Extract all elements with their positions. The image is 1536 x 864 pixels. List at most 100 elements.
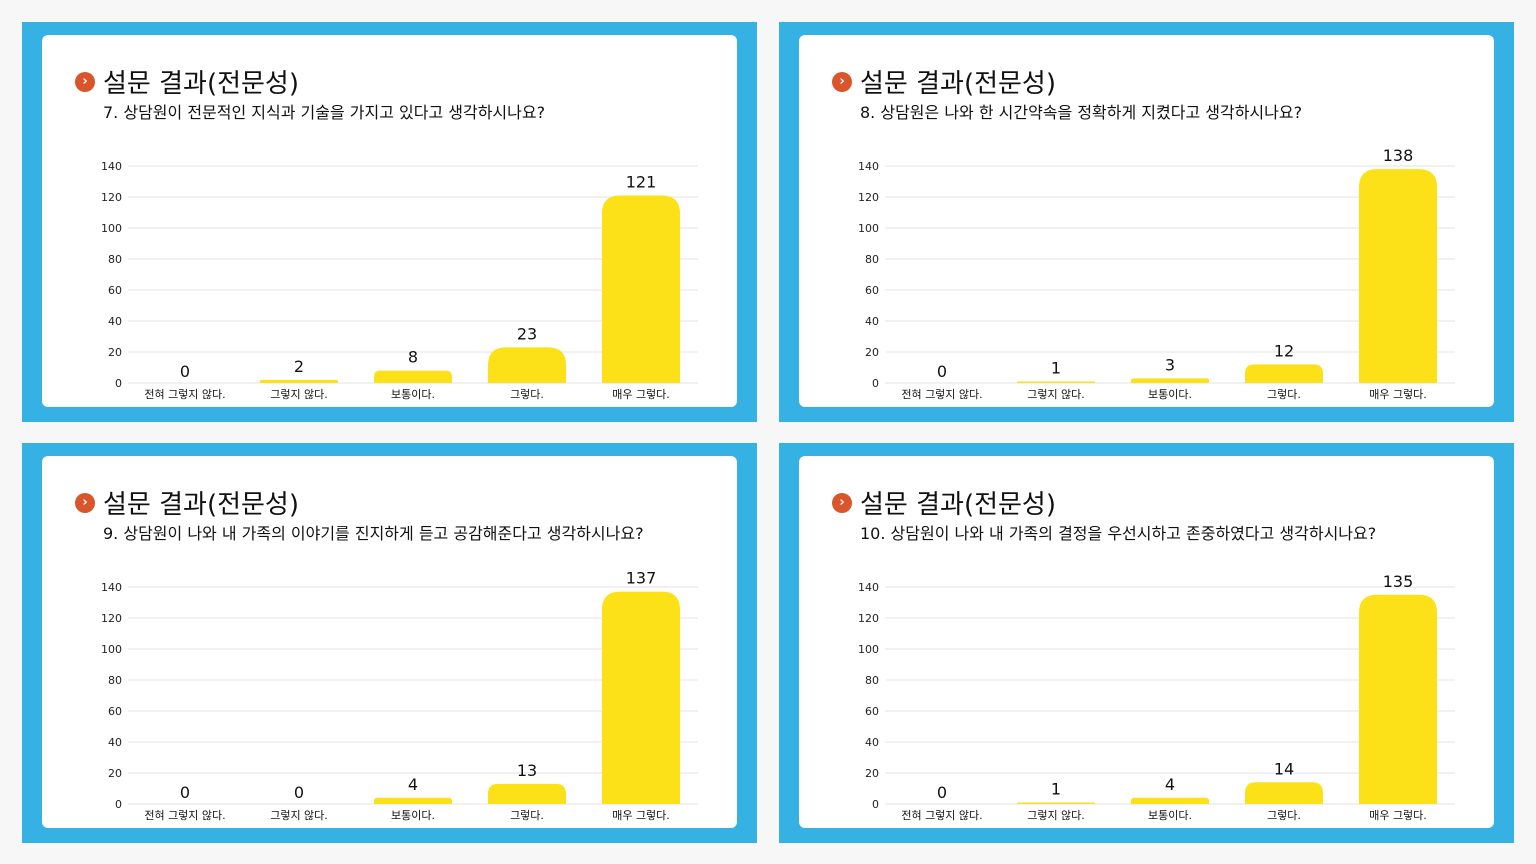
bar (1359, 169, 1437, 383)
category-label: 그렇지 않다. (1027, 809, 1085, 822)
survey-panel-q7: › 설문 결과(전문성) 7. 상담원이 전문적인 지식과 기술을 가지고 있다… (22, 22, 757, 422)
category-label: 매우 그렇다. (612, 809, 670, 822)
category-label: 그렇지 않다. (270, 388, 328, 401)
category-label: 보통이다. (391, 809, 435, 822)
category-label: 그렇다. (510, 809, 544, 822)
data-label: 137 (626, 569, 657, 588)
category-label: 그렇다. (1267, 809, 1301, 822)
y-tick-label: 140 (101, 160, 122, 173)
data-label: 1 (1051, 779, 1061, 798)
data-label: 1 (1051, 358, 1061, 377)
panel-card: › 설문 결과(전문성) 7. 상담원이 전문적인 지식과 기술을 가지고 있다… (42, 35, 737, 407)
y-tick-label: 40 (865, 736, 879, 749)
y-tick-label: 20 (865, 346, 879, 359)
category-label: 보통이다. (391, 388, 435, 401)
data-label: 23 (517, 324, 537, 343)
y-tick-label: 40 (865, 315, 879, 328)
bar-chart: 0 20 40 60 80 100 120 140 0 전혀 그렇지 않다. 2 그렇지 않다. 8 보통… (101, 160, 698, 401)
bar (1017, 802, 1095, 804)
y-tick-label: 60 (108, 705, 122, 718)
y-tick-label: 100 (101, 643, 122, 656)
panel-title: 설문 결과(전문성) (103, 490, 299, 520)
bar (1131, 378, 1209, 383)
y-tick-label: 0 (115, 798, 122, 811)
survey-panel-q10: › 설문 결과(전문성) 10. 상담원이 나와 내 가족의 결정을 우선시하고… (779, 443, 1514, 843)
y-tick-label: 20 (108, 767, 122, 780)
data-label: 138 (1383, 146, 1414, 165)
y-tick-label: 80 (108, 674, 122, 687)
y-tick-label: 100 (858, 643, 879, 656)
survey-question: 8. 상담원은 나와 한 시간약속을 정확하게 지켰다고 생각하시나요? (860, 103, 1303, 122)
data-label: 2 (294, 357, 304, 376)
y-tick-label: 120 (101, 612, 122, 625)
y-tick-label: 0 (115, 377, 122, 390)
bar (374, 370, 452, 383)
data-label: 135 (1383, 572, 1414, 591)
panel-header: › 설문 결과(전문성) (832, 484, 1056, 521)
category-label: 전혀 그렇지 않다. (144, 388, 225, 401)
y-tick-label: 20 (108, 346, 122, 359)
y-tick-label: 80 (108, 253, 122, 266)
y-tick-label: 100 (101, 222, 122, 235)
data-label: 12 (1274, 341, 1294, 360)
chevron-right-icon: › (832, 71, 852, 92)
y-tick-label: 40 (108, 315, 122, 328)
bar-chart: 0 20 40 60 80 100 120 140 0 전혀 그렇지 않다. 0 그렇지 않다. 4 보통… (101, 569, 698, 822)
category-label: 그렇다. (510, 388, 544, 401)
y-tick-label: 120 (858, 191, 879, 204)
y-tick-label: 0 (872, 798, 879, 811)
category-label: 전혀 그렇지 않다. (144, 809, 225, 822)
y-tick-label: 100 (858, 222, 879, 235)
bar (1131, 797, 1209, 804)
data-label: 4 (1165, 775, 1175, 794)
bar (260, 379, 338, 383)
chevron-right-icon: › (75, 71, 95, 92)
bar (374, 797, 452, 804)
y-tick-label: 20 (865, 767, 879, 780)
data-label: 0 (294, 783, 304, 802)
y-tick-label: 60 (865, 284, 879, 297)
bar-chart: 0 20 40 60 80 100 120 140 0 전혀 그렇지 않다. 1 그렇지 않다. 3 보통… (858, 146, 1455, 401)
data-label: 0 (937, 783, 947, 802)
category-label: 보통이다. (1148, 388, 1192, 401)
y-tick-label: 120 (101, 191, 122, 204)
y-tick-label: 40 (108, 736, 122, 749)
y-tick-label: 140 (101, 581, 122, 594)
y-tick-label: 60 (865, 705, 879, 718)
y-tick-label: 120 (858, 612, 879, 625)
panel-title: 설문 결과(전문성) (860, 490, 1056, 520)
bar (1017, 381, 1095, 383)
panel-title: 설문 결과(전문성) (860, 69, 1056, 99)
chevron-right-icon: › (832, 492, 852, 513)
bar (1245, 364, 1323, 383)
data-label: 13 (517, 761, 537, 780)
panel-card: › 설문 결과(전문성) 9. 상담원이 나와 내 가족의 이야기를 진지하게 … (42, 456, 737, 828)
panel-header: › 설문 결과(전문성) (832, 63, 1056, 100)
panel-header: › 설문 결과(전문성) (75, 63, 299, 100)
category-label: 그렇다. (1267, 388, 1301, 401)
bar (602, 591, 680, 804)
category-label: 전혀 그렇지 않다. (901, 388, 982, 401)
bar (488, 783, 566, 804)
category-label: 매우 그렇다. (612, 388, 670, 401)
bar (488, 347, 566, 383)
panel-card: › 설문 결과(전문성) 8. 상담원은 나와 한 시간약속을 정확하게 지켰다… (799, 35, 1494, 407)
survey-question: 9. 상담원이 나와 내 가족의 이야기를 진지하게 듣고 공감해준다고 생각하… (103, 524, 644, 543)
category-label: 매우 그렇다. (1369, 809, 1427, 822)
y-tick-label: 0 (872, 377, 879, 390)
data-label: 3 (1165, 355, 1175, 374)
data-label: 4 (408, 775, 418, 794)
bar (602, 195, 680, 383)
y-tick-label: 140 (858, 581, 879, 594)
panel-card: › 설문 결과(전문성) 10. 상담원이 나와 내 가족의 결정을 우선시하고… (799, 456, 1494, 828)
data-label: 8 (408, 348, 418, 367)
y-tick-label: 80 (865, 674, 879, 687)
bar (1245, 782, 1323, 804)
data-label: 121 (626, 172, 657, 191)
bar (1359, 594, 1437, 804)
chevron-right-icon: › (75, 492, 95, 513)
data-label: 0 (180, 362, 190, 381)
category-label: 그렇지 않다. (1027, 388, 1085, 401)
category-label: 그렇지 않다. (270, 809, 328, 822)
survey-question: 10. 상담원이 나와 내 가족의 결정을 우선시하고 존중하였다고 생각하시나… (860, 524, 1377, 543)
